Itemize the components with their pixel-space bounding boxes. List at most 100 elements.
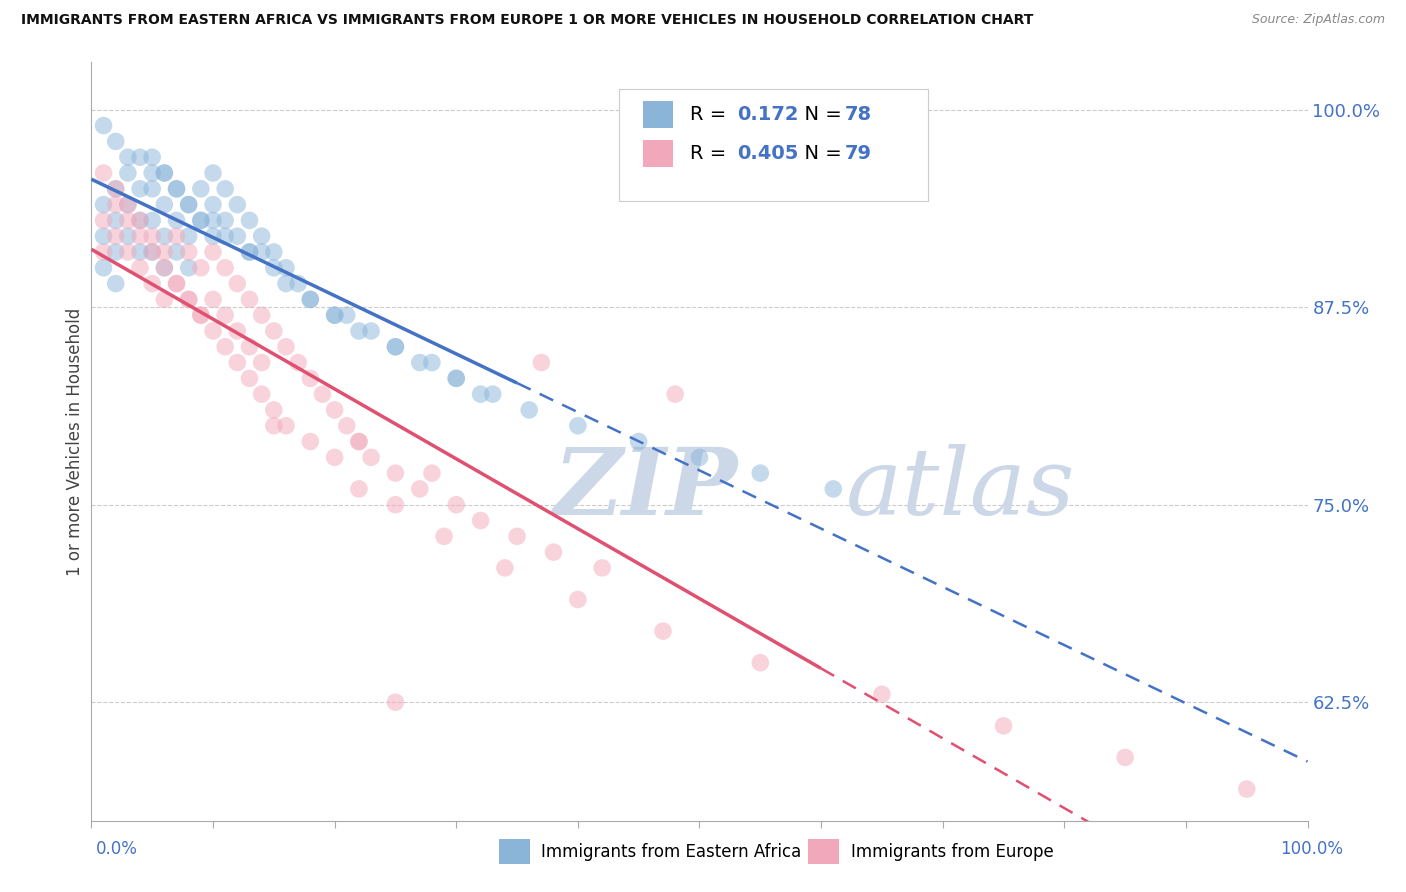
Text: N =: N = [792,144,848,163]
Point [420,466,443,480]
Point [299,371,322,385]
Point [420,355,443,369]
Point [238,340,260,354]
Point [299,293,322,307]
Point [250,229,273,244]
Point [336,308,359,322]
Point [129,244,152,259]
Point [141,166,163,180]
Point [104,182,127,196]
Text: 79: 79 [845,144,872,163]
Point [141,150,163,164]
Point [250,308,273,322]
Point [263,403,285,417]
Point [117,197,139,211]
Point [287,277,309,291]
Point [384,695,406,709]
Point [153,260,176,275]
Point [93,119,115,133]
Point [749,656,772,670]
Point [129,213,152,227]
Point [166,182,188,196]
Point [470,387,492,401]
Point [506,529,529,543]
Point [323,450,346,465]
Point [214,213,236,227]
Point [177,293,200,307]
Point [202,293,225,307]
Point [129,260,152,275]
Point [323,308,346,322]
Point [129,182,152,196]
Point [202,166,225,180]
Point [104,135,127,149]
Point [627,434,650,449]
Point [202,229,225,244]
Point [299,293,322,307]
Point [409,355,432,369]
Point [129,150,152,164]
Point [117,244,139,259]
Point [166,182,188,196]
Point [347,482,370,496]
Point [263,244,285,259]
Point [153,260,176,275]
Point [104,244,127,259]
Point [311,387,333,401]
Point [153,244,176,259]
Point [517,403,540,417]
Point [141,244,163,259]
Point [190,308,212,322]
Point [1236,782,1258,797]
Point [190,213,212,227]
Text: R =: R = [690,144,733,163]
Text: 0.405: 0.405 [737,144,799,163]
Point [141,182,163,196]
Point [823,482,845,496]
Point [214,182,236,196]
Point [214,260,236,275]
Point [263,418,285,433]
Point [384,466,406,480]
Point [214,308,236,322]
Point [202,213,225,227]
Point [360,450,382,465]
Point [190,182,212,196]
Point [238,213,260,227]
Point [347,434,370,449]
Point [263,260,285,275]
Y-axis label: 1 or more Vehicles in Household: 1 or more Vehicles in Household [66,308,84,575]
Point [153,197,176,211]
Point [153,229,176,244]
Text: Source: ZipAtlas.com: Source: ZipAtlas.com [1251,13,1385,27]
Point [530,355,553,369]
Point [470,514,492,528]
Point [141,277,163,291]
Text: Immigrants from Europe: Immigrants from Europe [851,843,1053,861]
Point [190,260,212,275]
Point [214,229,236,244]
Point [250,387,273,401]
Point [494,561,516,575]
Point [567,418,589,433]
Point [299,434,322,449]
Point [166,277,188,291]
Point [117,166,139,180]
Point [153,166,176,180]
Point [202,197,225,211]
Point [166,277,188,291]
Point [323,403,346,417]
Point [238,293,260,307]
Point [238,244,260,259]
Point [117,229,139,244]
Point [384,340,406,354]
Point [444,498,467,512]
Point [250,355,273,369]
Point [166,229,188,244]
Point [1114,750,1136,764]
Point [664,387,686,401]
Point [153,293,176,307]
Point [336,418,359,433]
Point [117,197,139,211]
Point [347,324,370,338]
